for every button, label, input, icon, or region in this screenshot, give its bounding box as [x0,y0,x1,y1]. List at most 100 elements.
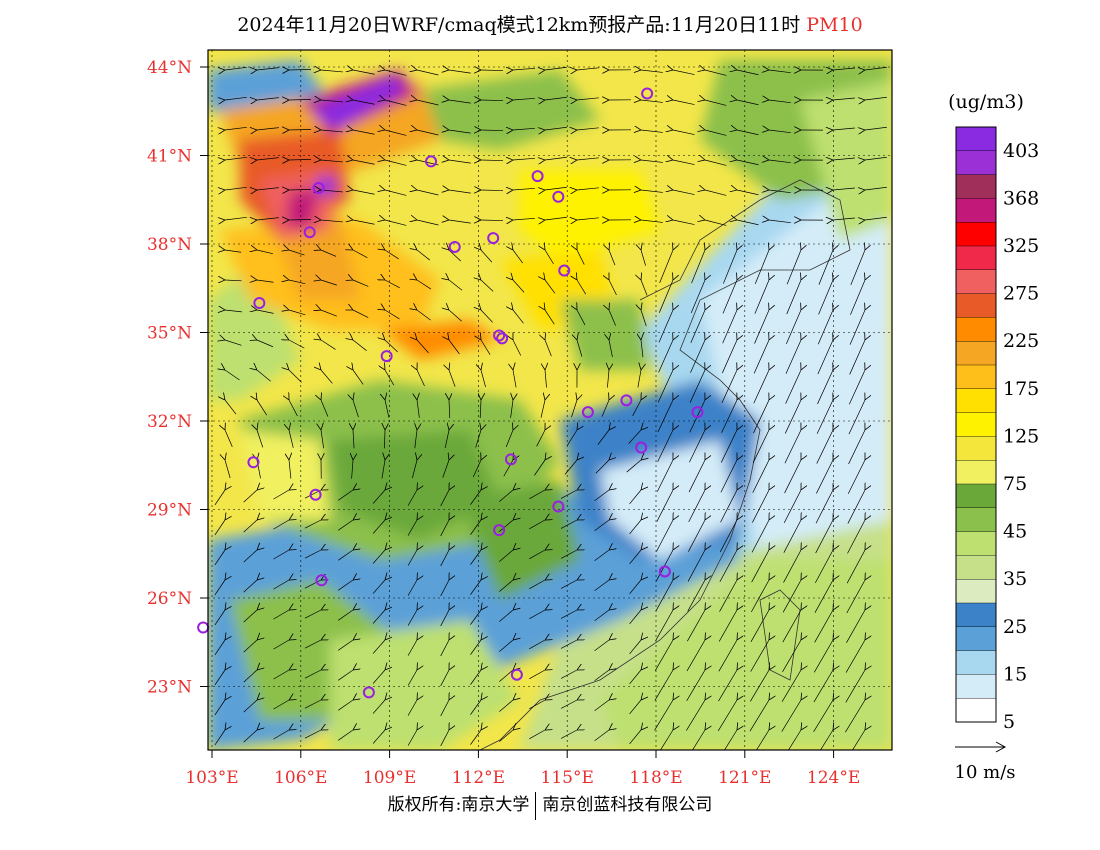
wind-arrow [372,610,385,624]
wind-arrow [513,340,522,356]
wind-arrow [257,98,279,100]
wind-arrow [545,126,567,130]
wind-arrow [257,370,271,382]
wind-arrow [656,460,673,492]
wind-arrow [846,550,865,584]
wind-arrow [577,280,587,295]
wind-arrow [847,490,865,524]
wind-arrow [782,610,801,643]
wind-arrow [412,460,417,479]
wind-arrow [440,580,449,597]
wind-arrow [690,310,705,344]
wind-arrow [470,700,481,715]
wind-arrow [513,280,525,293]
wind-arrow [718,610,737,642]
wind-arrow [353,160,375,165]
wind-arrow [499,670,513,682]
city-marker [312,181,325,194]
wind-arrow [721,400,737,433]
wind-arrow [577,98,599,100]
wind-arrow [385,280,400,289]
lon-tick-label: 103°E [185,768,238,788]
wind-arrow [499,520,513,532]
wind-arrow [273,520,289,530]
wind-arrow [321,160,343,162]
wind-arrow [658,280,673,313]
wind-arrow [690,340,705,373]
legend-swatch [955,650,997,675]
city-marker [531,170,544,183]
wind-vector-field [214,67,887,750]
wind-arrow [225,250,242,252]
wind-arrow [304,730,321,739]
map-title: 2024年11月20日WRF/cmaq模式12km预报产品:11月20日11时 P… [0,10,1100,37]
wind-arrow [321,310,337,317]
coastline [479,179,851,750]
wind-arrow [629,640,641,655]
wind-arrow [353,370,364,385]
city-marker [487,232,500,245]
wind-arrow [865,156,887,160]
wind-arrow [629,580,641,595]
wind-arrow [660,730,673,750]
wind-arrow [338,520,353,531]
wind-arrow [289,159,312,160]
wind-arrow [449,100,471,104]
wind-arrow [594,670,609,682]
wind-arrow [257,310,274,314]
wind-arrow [846,610,865,643]
wind-arrow [629,730,641,745]
legend-swatch [955,412,997,437]
wind-arrow [385,160,407,166]
city-marker [362,686,375,699]
wind-scale-label: 10 m/s [955,762,1016,783]
wind-arrow [657,370,673,403]
legend-swatch [955,555,997,580]
wind-arrow [214,610,225,626]
wind-arrow [756,730,769,750]
wind-arrow [225,460,231,479]
wind-arrow [353,70,375,75]
wind-arrow [641,220,663,222]
wind-arrow [833,98,855,100]
wind-arrow [481,70,504,71]
wind-arrow [407,580,417,596]
wind-arrow [481,190,504,191]
wind-arrow [353,220,375,225]
wind-arrow [688,460,705,493]
wind-arrow [833,188,855,190]
wind-arrow [529,490,545,500]
lon-tick-label: 118°E [629,768,682,788]
wind-arrow [449,400,450,418]
wind-arrow [673,100,695,105]
wind-arrow [545,340,552,357]
wind-arrow [449,190,471,194]
wind-arrow [273,700,289,710]
legend-swatch [955,483,997,509]
wind-arrow [737,130,759,136]
wind-arrow [749,700,769,732]
wind-arrow [641,70,663,72]
wind-arrow [769,70,791,74]
wind-arrow [850,280,865,315]
wind-arrow [783,520,801,553]
wind-arrow [737,160,759,166]
wind-arrow [407,730,417,746]
wind-arrow [273,640,289,650]
wind-arrow [273,610,289,620]
wind-arrow [545,280,556,294]
wind-arrow [813,670,833,703]
legend-swatch [955,507,997,533]
wind-arrow [786,310,801,345]
wind-arrow [372,550,385,564]
wind-arrow [321,220,343,222]
wind-arrow [513,310,524,324]
wind-arrow [629,490,641,505]
wind-arrow [243,610,257,623]
wind-arrow [529,700,545,710]
wind-arrow [560,520,577,529]
wind-arrow [545,370,547,388]
legend-swatch [955,198,997,223]
wind-arrow [385,100,407,106]
wind-arrow [566,430,577,446]
